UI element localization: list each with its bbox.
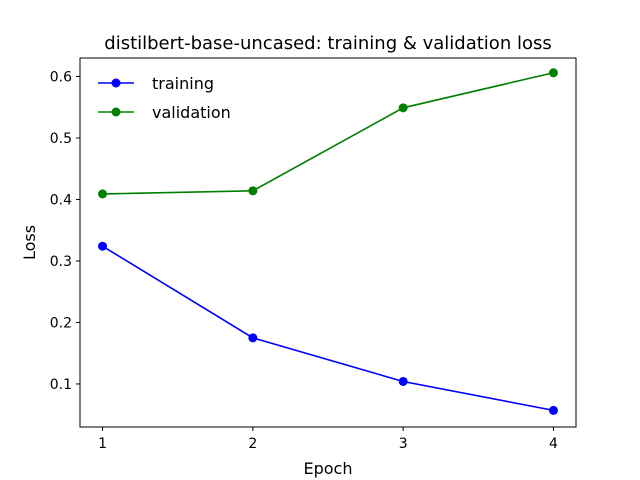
series-line-validation — [102, 71, 554, 195]
x-tick-label: 4 — [549, 436, 558, 452]
data-point-validation — [98, 189, 108, 199]
legend-marker-training — [111, 78, 121, 88]
x-tick-label: 2 — [248, 436, 257, 452]
y-axis-ticks: 0.1 0.2 0.3 0.4 0.5 0.6 — [50, 69, 80, 393]
x-tick-label: 3 — [399, 436, 408, 452]
series-line-training — [102, 245, 554, 412]
y-axis-label: Loss — [20, 225, 39, 260]
data-point-validation — [398, 103, 408, 113]
plot-frame — [79, 57, 577, 428]
data-point-validation — [248, 186, 258, 196]
x-tick-label: 1 — [98, 436, 107, 452]
y-tick-label: 0.5 — [50, 131, 72, 147]
chart-title: distilbert-base-uncased: training & vali… — [104, 33, 551, 54]
legend-label-training: training — [152, 74, 214, 93]
y-tick-label: 0.2 — [50, 315, 72, 331]
legend-marker-validation — [111, 107, 121, 117]
x-axis-ticks: 1 2 3 4 — [98, 427, 558, 452]
x-axis-label: Epoch — [304, 459, 353, 478]
y-tick-label: 0.4 — [50, 192, 72, 208]
plot-area — [79, 57, 577, 428]
data-point-training — [548, 405, 558, 415]
data-point-training — [398, 376, 408, 386]
y-tick-label: 0.3 — [50, 254, 72, 270]
legend: training validation — [98, 74, 231, 122]
legend-label-validation: validation — [152, 103, 231, 122]
data-point-training — [98, 241, 108, 251]
y-tick-label: 0.6 — [50, 69, 72, 85]
y-tick-label: 0.1 — [50, 377, 72, 393]
data-point-training — [248, 333, 258, 343]
series-layer — [98, 68, 558, 415]
data-point-validation — [548, 68, 558, 78]
